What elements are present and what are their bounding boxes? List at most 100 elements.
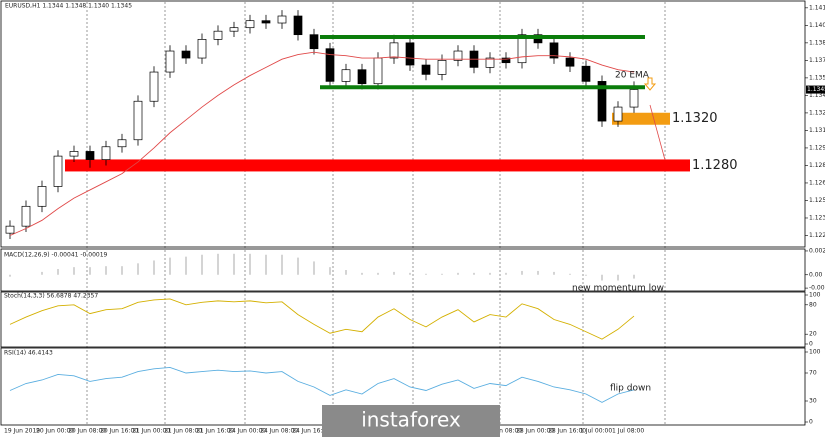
- macd-bar: [345, 270, 347, 275]
- macd-bar: [617, 274, 619, 281]
- macd-bar: [233, 253, 235, 275]
- chart-title: EURUSD,H1 1.1344 1.1348 1.1340 1.1345: [5, 3, 132, 10]
- y-tick-label: 1.1235: [809, 214, 825, 221]
- macd-bar: [505, 272, 507, 275]
- macd-bar: [425, 273, 427, 275]
- macd-bar: [521, 270, 523, 275]
- day-separators: [86, 2, 666, 425]
- macd-bar: [441, 273, 443, 275]
- y-tick-label: 1.1415: [809, 4, 825, 11]
- y-tick-label: 1.1295: [809, 144, 825, 151]
- x-tick-label: 1 Jul 08:00: [612, 428, 644, 435]
- x-tick-label: 24 Jun 08:00: [260, 428, 298, 435]
- macd-bar: [9, 274, 11, 277]
- y-tick-label: 100: [809, 292, 821, 299]
- y-tick-label: 80: [809, 301, 817, 308]
- y-tick-label: 1.1340: [809, 92, 825, 99]
- x-tick-label: 27 Jun 08:00: [484, 428, 522, 435]
- candle-body: [101, 146, 111, 160]
- candle-body: [453, 50, 463, 61]
- candle-body: [421, 64, 431, 75]
- macd-bar: [201, 254, 203, 275]
- candle-body: [21, 205, 31, 227]
- macd-bar: [553, 271, 555, 275]
- macd-bar: [73, 267, 75, 275]
- macd-bar: [489, 272, 491, 275]
- candle-body: [549, 42, 559, 59]
- candle-body: [501, 57, 511, 64]
- y-tick-label: 30: [809, 398, 817, 405]
- x-tick-label: 21 Jun 00:00: [132, 428, 170, 435]
- candle-body: [373, 57, 383, 85]
- x-tick-label: 28 Jun 16:00: [548, 428, 586, 435]
- candle-body: [293, 15, 303, 36]
- macd-bar: [153, 260, 155, 275]
- macd-bar: [569, 273, 571, 275]
- macd-bar: [601, 274, 603, 281]
- candle-body: [309, 34, 319, 50]
- candle-body: [165, 50, 175, 73]
- candle-body: [613, 106, 623, 122]
- candle-body: [389, 42, 399, 59]
- macd-bar: [281, 254, 283, 275]
- macd-bar: [137, 263, 139, 275]
- candle-body: [597, 81, 607, 122]
- x-tick-label: 21 Jun 08:00: [164, 428, 202, 435]
- macd-bar: [105, 266, 107, 275]
- y-tick-label: 70: [809, 370, 817, 377]
- level-label: 1.1320: [672, 111, 718, 126]
- y-tick-label: 1.1355: [809, 74, 825, 81]
- macd-bar: [457, 272, 459, 275]
- candle-body: [581, 65, 591, 82]
- macd-bar: [409, 272, 411, 275]
- macd-bar: [121, 266, 123, 275]
- panel-title: Stoch(14,3,3) 56.6878 47.2357: [4, 293, 98, 300]
- ema-label: 20 EMA: [615, 71, 650, 81]
- x-tick-label: 19 Jun 2019: [4, 428, 40, 435]
- macd-bar: [313, 261, 315, 275]
- y-tick-label: 1.1250: [809, 197, 825, 204]
- x-tick-label: 24 Jun 00:00: [228, 428, 266, 435]
- candle-body: [565, 57, 575, 67]
- candle-body: [629, 89, 639, 108]
- candle-body: [213, 30, 223, 40]
- y-tick-label: 0: [809, 341, 813, 348]
- candle-body: [149, 71, 159, 102]
- macd-bar: [89, 267, 91, 275]
- panel-title: MACD(12,26,9) -0.00041 -0.00019: [4, 252, 108, 259]
- macd-bar: [585, 274, 587, 276]
- macd-bar: [361, 272, 363, 275]
- macd-bar: [265, 254, 267, 275]
- price-tag: [806, 85, 825, 94]
- macd-bar: [249, 253, 251, 275]
- macd-bar: [473, 272, 475, 275]
- candle-body: [437, 60, 447, 75]
- candle-body: [133, 100, 143, 141]
- y-tick-label: 1.1325: [809, 109, 825, 116]
- ema-line: [9, 51, 635, 236]
- y-tick-label: 1.1385: [809, 39, 825, 46]
- y-tick-label: 1.1220: [809, 232, 825, 239]
- candle-body: [277, 15, 287, 24]
- y-tick-label: 1.1400: [809, 22, 825, 29]
- x-tick-label: 21 Jun 16:00: [196, 428, 234, 435]
- arrow: [643, 77, 657, 91]
- y-tick-label: 0.00: [809, 271, 823, 278]
- candle-body: [181, 50, 191, 59]
- macd-bar: [377, 272, 379, 275]
- y-tick-label: 0: [809, 419, 813, 426]
- x-tick-label: 28 Jun 00:00: [516, 428, 554, 435]
- macd-bar: [297, 257, 299, 275]
- panel-title: RSI(14) 46.4143: [4, 350, 53, 357]
- arrow: [649, 104, 666, 161]
- y-tick-label: 0.00250: [809, 247, 825, 254]
- y-tick-label: 100: [809, 349, 821, 356]
- y-tick-label: 20: [809, 331, 817, 338]
- indicator-line: [9, 366, 635, 403]
- candle-body: [405, 42, 415, 66]
- candle-body: [85, 151, 95, 160]
- level-label: 1.1280: [692, 158, 738, 173]
- x-tick-label: 1 Jul 00:00: [580, 428, 612, 435]
- candle-body: [261, 20, 271, 24]
